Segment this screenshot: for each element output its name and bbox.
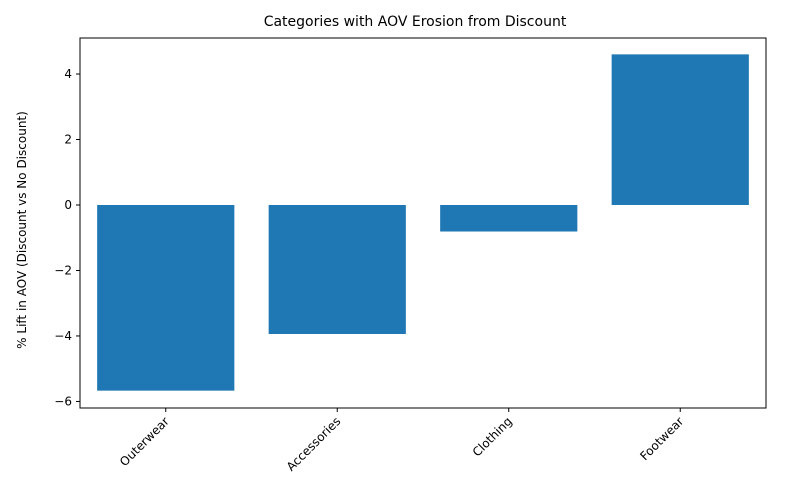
- x-tick-label-clothing: Clothing: [470, 414, 515, 459]
- bar-clothing: [440, 204, 578, 232]
- x-axis: Outerwear Accessories Clothing Footwear: [117, 408, 686, 474]
- y-axis-label: % Lift in AOV (Discount vs No Discount): [15, 111, 29, 349]
- x-tick-label-accessories: Accessories: [284, 414, 344, 474]
- x-tick-label-footwear: Footwear: [637, 414, 686, 463]
- y-axis: −6 −4 −2 0 2 4: [54, 67, 80, 408]
- bar-outerwear: [97, 204, 235, 391]
- y-tick-label: 2: [64, 133, 72, 147]
- x-tick-label-outerwear: Outerwear: [117, 414, 172, 469]
- bars-group: [97, 54, 749, 391]
- y-tick-label: 4: [64, 67, 72, 81]
- bar-footwear: [611, 54, 749, 205]
- y-tick-label: −4: [54, 329, 72, 343]
- chart-title: Categories with AOV Erosion from Discoun…: [264, 14, 567, 30]
- plot-frame: [79, 37, 767, 409]
- y-tick-label: 0: [64, 198, 72, 212]
- y-tick-label: −2: [54, 263, 72, 277]
- y-tick-label: −6: [54, 394, 72, 408]
- bar-accessories: [268, 204, 406, 334]
